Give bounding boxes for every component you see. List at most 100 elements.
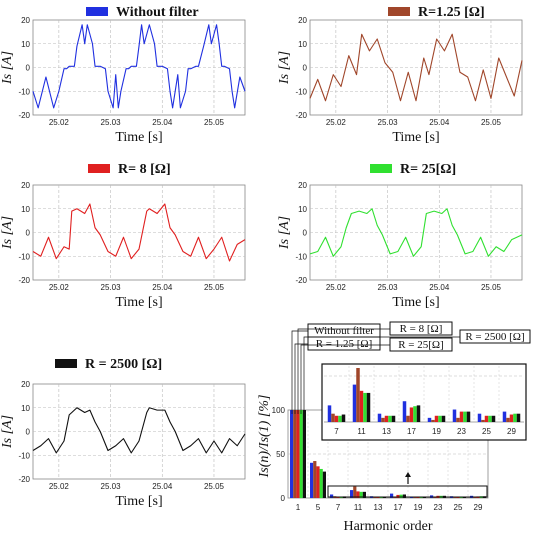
inset-bar [427, 417, 432, 422]
series-legend-box [389, 321, 453, 336]
line-chart-5: -20 -10 0 10 20 25.02 25.03 25.04 25.05 Time [s] I… [0, 357, 246, 509]
bar [356, 491, 360, 498]
bar [330, 494, 334, 498]
inset-bar [481, 419, 485, 422]
y-tick-label: -10 [18, 87, 30, 96]
legend-label: R= 25[Ω] [400, 162, 456, 177]
x-axis-label: Time [s] [392, 130, 439, 145]
x-axis-label: Time [s] [115, 295, 162, 310]
inset-x-tick-label: 19 [432, 427, 441, 436]
x-tick-label: 19 [414, 503, 423, 512]
y-tick-label: -20 [18, 475, 30, 484]
line-chart-4: -20 -10 0 10 20 25.02 25.03 25.04 25.05 Time [s] I… [277, 162, 523, 310]
y-tick-label: 10 [21, 205, 30, 214]
legend-swatch [88, 164, 110, 173]
y-axis-label: Is(n)/Is(1) [%] [257, 395, 272, 479]
inset-bar [366, 392, 371, 422]
series-legend-box [459, 329, 531, 344]
line-chart-2: -20 -10 0 10 20 25.02 25.03 25.04 25.05 Time [s] I… [277, 5, 523, 145]
bar [433, 497, 437, 498]
inset-bar [484, 415, 489, 422]
x-tick-label: 11 [354, 503, 363, 512]
bar [299, 410, 303, 498]
bar [350, 490, 354, 498]
series-legend-label: Without filter [314, 325, 374, 337]
x-tick-label: 25.03 [101, 283, 122, 292]
y-tick-label: 20 [298, 181, 307, 190]
x-tick-label: 25.04 [152, 482, 173, 491]
inset-bar [488, 415, 492, 422]
inset-bar [502, 411, 507, 422]
y-tick-label: 20 [21, 181, 30, 190]
y-tick-label: 10 [21, 40, 30, 49]
x-tick-label: 25.04 [429, 118, 450, 127]
legend-label: Without filter [116, 5, 199, 20]
y-axis-label: Is [A] [0, 216, 15, 250]
legend-swatch [370, 164, 392, 173]
inset-bar [356, 368, 360, 422]
legend-swatch [55, 359, 77, 368]
y-axis-label: Is [A] [0, 51, 15, 85]
zoom-arrow-head [405, 472, 411, 477]
x-tick-label: 25.05 [204, 482, 225, 491]
legend-leader-line [303, 336, 460, 414]
bar [319, 468, 323, 498]
inset-bar [384, 415, 389, 422]
legend-swatch [86, 7, 108, 16]
inset-x-tick-label: 25 [482, 427, 491, 436]
y-axis-label: Is [A] [277, 216, 292, 250]
x-tick-label: 13 [374, 503, 383, 512]
legend-label: R=1.25 [Ω] [418, 5, 485, 20]
x-tick-label: 25.05 [204, 118, 225, 127]
inset-bar [463, 411, 467, 422]
bar [359, 491, 363, 498]
x-tick-label: 25.04 [152, 283, 173, 292]
x-axis-label: Time [s] [115, 130, 162, 145]
y-tick-label: 0 [303, 229, 308, 238]
legend-leader-line [294, 343, 308, 414]
bar [316, 466, 320, 498]
x-tick-label: 25.04 [152, 118, 173, 127]
x-tick-label: 25.05 [204, 283, 225, 292]
inset-bar [441, 415, 446, 422]
bar [353, 486, 357, 498]
bar [402, 494, 406, 498]
bar [290, 410, 294, 498]
inset-bar [413, 406, 417, 422]
x-tick-label: 25.02 [49, 482, 70, 491]
series-legend-label: R = 8 [Ω] [400, 323, 443, 335]
inset-bar [477, 413, 482, 422]
inset-bar [352, 384, 357, 422]
inset-bar [491, 415, 496, 422]
series-line [32, 203, 246, 262]
y-tick-label: 10 [21, 404, 30, 413]
y-tick-label: -20 [18, 111, 30, 120]
x-tick-label: 17 [394, 503, 403, 512]
y-tick-label: 10 [298, 40, 307, 49]
inset-x-tick-label: 29 [507, 427, 516, 436]
zoom-region-box [327, 485, 488, 498]
x-axis-label: Time [s] [392, 295, 439, 310]
y-tick-label: 0 [26, 64, 31, 73]
inset-bar [363, 392, 367, 422]
inset-bar [416, 405, 421, 422]
y-tick-label: -10 [295, 252, 307, 261]
series-legend-box [389, 337, 453, 352]
x-tick-label: 7 [336, 503, 341, 512]
inset-bar [388, 415, 392, 422]
inset-bar [341, 414, 346, 422]
y-tick-label: -20 [295, 276, 307, 285]
y-tick-label: -20 [18, 276, 30, 285]
bar [390, 493, 394, 498]
y-tick-label: 10 [298, 205, 307, 214]
y-tick-label: 20 [21, 16, 30, 25]
line-chart-1: -20 -10 0 10 20 25.02 25.03 25.04 25.05 Time [s] I… [0, 5, 246, 145]
x-tick-label: 25.02 [49, 118, 70, 127]
inset-x-tick-label: 23 [457, 427, 466, 436]
x-tick-label: 25.05 [481, 118, 502, 127]
series-line [32, 407, 246, 454]
y-tick-label: -10 [295, 87, 307, 96]
series-line [309, 208, 523, 257]
inset-bar [456, 417, 460, 422]
bar [322, 471, 326, 498]
